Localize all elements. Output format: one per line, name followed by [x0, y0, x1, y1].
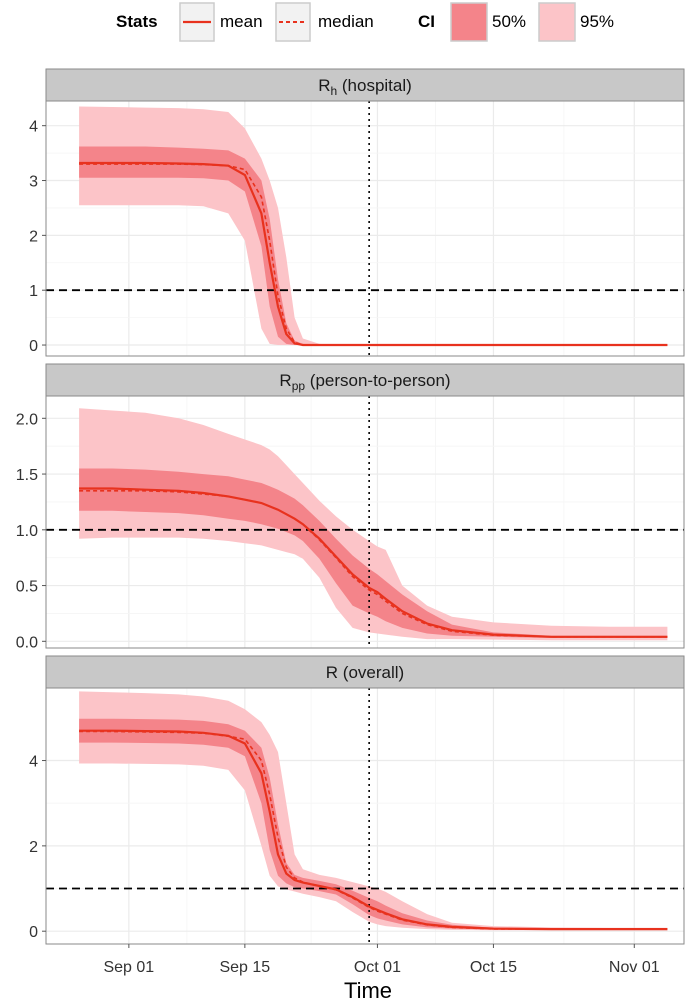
- y-tick-label: 1: [29, 283, 38, 300]
- y-tick-label: 4: [29, 119, 38, 136]
- y-tick-label: 1.5: [16, 467, 38, 484]
- panel-1: Rh (hospital) 0 1 2 3 4: [29, 68, 685, 357]
- legend: Stats mean median CI 50% 95%: [116, 2, 614, 42]
- x-tick-label: Nov 01: [609, 959, 660, 976]
- mean-line: [79, 729, 668, 931]
- y-tick-label: 2.0: [16, 411, 38, 428]
- y-tick-label: 0: [29, 338, 38, 355]
- panel-border: [45, 395, 685, 649]
- y-tick-label: 1.0: [16, 523, 38, 540]
- facet-panels: Rh (hospital) 0 1 2 3 4 Rpp (person-to-person)…: [16, 68, 685, 945]
- panel-border: [45, 687, 685, 945]
- legend-stats-title: Stats: [116, 12, 158, 31]
- legend-ci95-swatch: [538, 2, 576, 42]
- panel-title: R (overall): [326, 663, 404, 682]
- panel-strip: [45, 68, 685, 102]
- y-tick-label: 4: [29, 754, 38, 771]
- panel-strip: [45, 655, 685, 689]
- x-tick-label: Oct 15: [470, 959, 517, 976]
- legend-median-label: median: [318, 12, 374, 31]
- ci50-band: [79, 146, 668, 345]
- ci50-band: [79, 468, 668, 638]
- legend-mean-key: [179, 2, 215, 42]
- mean-line: [79, 487, 668, 638]
- x-axis: Sep 01 Sep 15 Oct 01 Oct 15 Nov 01: [103, 944, 660, 976]
- x-tick-label: Sep 01: [103, 959, 154, 976]
- y-tick-label: 0.0: [16, 634, 38, 651]
- y-tick-label: 2: [29, 228, 38, 245]
- y-tick-label: 0.5: [16, 579, 38, 596]
- legend-ci95-label: 95%: [580, 12, 614, 31]
- panel-3: R (overall) 0 2 4: [29, 655, 685, 945]
- panel-title: Rpp (person-to-person): [279, 371, 450, 393]
- ci50-band: [79, 718, 668, 930]
- legend-ci-title: CI: [418, 12, 435, 31]
- x-tick-label: Sep 15: [219, 959, 270, 976]
- legend-median-key: [275, 2, 311, 42]
- panel-strip: [45, 363, 685, 397]
- legend-mean-label: mean: [220, 12, 263, 31]
- legend-ci50-swatch: [450, 2, 488, 42]
- panel-border: [45, 100, 685, 357]
- x-tick-label: Oct 01: [354, 959, 401, 976]
- panel-title: Rh (hospital): [318, 76, 412, 98]
- legend-ci50-label: 50%: [492, 12, 526, 31]
- y-tick-label: 3: [29, 174, 38, 191]
- mean-line: [79, 161, 668, 347]
- y-tick-label: 0: [29, 924, 38, 941]
- ci95-band: [79, 691, 668, 931]
- x-axis-label: Time: [344, 978, 392, 1002]
- y-tick-label: 2: [29, 839, 38, 856]
- ci95-band: [79, 408, 668, 641]
- panel-2: Rpp (person-to-person) 0.0 0.5 1.0 1.5 2.0: [16, 363, 685, 651]
